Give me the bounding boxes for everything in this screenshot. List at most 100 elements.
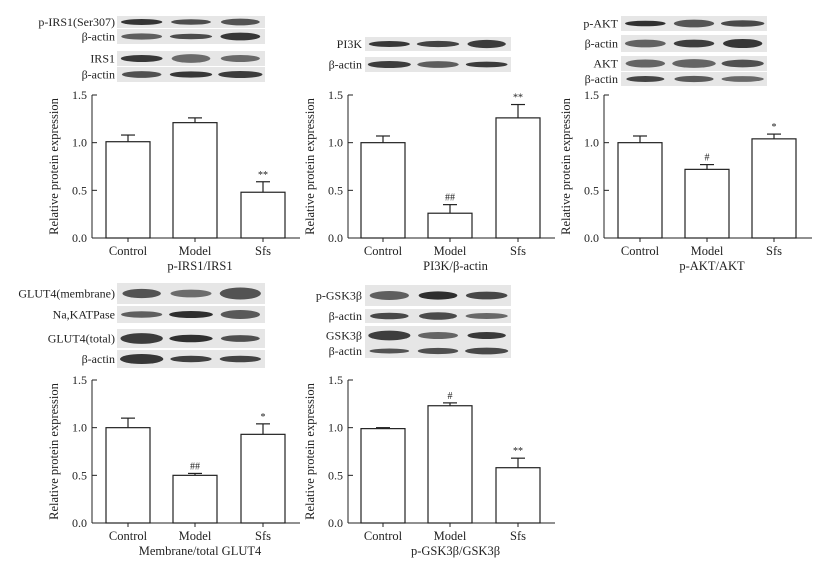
blot-band [674, 75, 714, 83]
blot-label: GSK3β [326, 329, 362, 343]
y-tick-label: 0.0 [328, 516, 343, 530]
blot-label: IRS1 [90, 52, 115, 66]
y-tick-label: 1.5 [72, 373, 87, 387]
blot-band [121, 311, 163, 318]
x-tick-label: Sfs [510, 529, 526, 543]
blot-band [369, 348, 410, 354]
blot-band [626, 75, 665, 83]
blot-band [721, 76, 764, 82]
y-tick-label: 1.5 [584, 88, 599, 102]
blot-band [120, 19, 163, 25]
x-tick-label: Model [434, 529, 467, 543]
y-axis-label: Relative protein expression [47, 382, 61, 520]
significance-mark: # [448, 391, 453, 402]
blot-band [418, 291, 458, 300]
blot-band [721, 59, 764, 68]
bar-control [360, 142, 406, 239]
bar-control [617, 142, 663, 239]
blot-band [121, 71, 162, 78]
significance-mark: ** [513, 446, 523, 457]
y-tick-label: 1.5 [72, 88, 87, 102]
y-tick-label: 0.0 [584, 231, 599, 245]
blot-band [418, 312, 458, 320]
blot-band [416, 40, 460, 48]
x-tick-label: Model [179, 529, 212, 543]
blot-band [720, 20, 765, 27]
blot-band [219, 287, 261, 300]
blot-band [370, 312, 409, 320]
x-tick-label: Sfs [255, 529, 271, 543]
blot-label: p-AKT [583, 17, 618, 31]
bar-sfs [240, 433, 286, 524]
y-tick-label: 1.0 [584, 136, 599, 150]
y-tick-label: 1.0 [328, 421, 343, 435]
y-axis-label: Relative protein expression [559, 97, 573, 235]
blot-band [220, 55, 260, 62]
blot-band [220, 18, 260, 26]
blot-label: β-actin [329, 58, 362, 72]
blot-band [625, 20, 666, 27]
blot-label: GLUT4(membrane) [18, 287, 115, 301]
bar-model [172, 474, 218, 524]
blot-band [673, 19, 715, 28]
x-axis-label: p-IRS1/IRS1 [167, 259, 232, 273]
x-tick-label: Control [621, 244, 660, 258]
y-axis-label: Relative protein expression [47, 97, 61, 235]
significance-mark: * [261, 412, 266, 423]
x-tick-label: Control [109, 529, 148, 543]
bar-control [105, 427, 151, 524]
x-tick-label: Model [691, 244, 724, 258]
chart-panel-1: p-IRS1(Ser307)β-actinIRS1β-actin0.00.51.… [38, 15, 300, 273]
y-tick-label: 0.5 [328, 183, 343, 197]
y-tick-label: 0.0 [72, 516, 87, 530]
blot-band [624, 39, 666, 48]
blot-band [122, 288, 161, 299]
blot-band [169, 334, 213, 343]
y-tick-label: 1.5 [328, 88, 343, 102]
chart-panel-5: p-GSK3ββ-actinGSK3ββ-actin0.00.51.01.5Re… [303, 285, 555, 558]
blot-band [467, 39, 506, 49]
blot-label: β-actin [82, 352, 115, 366]
blot-band [169, 33, 213, 40]
x-axis-label: PI3K/β-actin [423, 259, 488, 273]
y-tick-label: 0.0 [328, 231, 343, 245]
x-axis-label: Membrane/total GLUT4 [139, 544, 262, 558]
bar-control [360, 428, 406, 524]
bar-control [105, 141, 151, 239]
significance-mark: # [705, 153, 710, 164]
blot-label: p-GSK3β [316, 289, 362, 303]
blot-panel: GLUT4(membrane) Na,KATPase GLUT4(total) β-a… [18, 283, 265, 368]
blot-band [120, 54, 163, 63]
blot-label: PI3K [337, 37, 363, 51]
blot-band [465, 291, 508, 300]
y-tick-label: 0.5 [584, 183, 599, 197]
blot-band [171, 54, 211, 63]
chart-panel-3: p-AKTβ-actinAKTβ-actin0.00.51.01.5Relati… [559, 16, 812, 273]
blot-band [170, 355, 212, 363]
y-tick-label: 0.0 [72, 231, 87, 245]
blot-band [672, 59, 716, 68]
x-axis-label: p-GSK3β/GSK3β [411, 544, 500, 558]
blot-band [722, 38, 763, 49]
significance-mark: ** [258, 170, 268, 181]
y-tick-label: 0.5 [72, 183, 87, 197]
x-tick-label: Sfs [766, 244, 782, 258]
x-tick-label: Control [364, 529, 403, 543]
bar-model [427, 212, 473, 239]
chart-panel-4: GLUT4(membrane) Na,KATPase GLUT4(total) β-a… [18, 283, 300, 558]
x-tick-label: Control [109, 244, 148, 258]
blot-band [465, 61, 508, 68]
blot-label: β-actin [329, 344, 362, 358]
significance-mark: * [772, 122, 777, 133]
significance-mark: ** [513, 93, 523, 104]
blot-label: AKT [593, 57, 618, 71]
y-tick-label: 1.0 [72, 421, 87, 435]
blot-label: β-actin [585, 72, 618, 86]
blot-band [171, 19, 211, 25]
blot-panel: PI3K β-actin [329, 37, 511, 72]
blot-band [465, 347, 509, 355]
blot-band [170, 289, 212, 298]
y-tick-label: 0.5 [328, 468, 343, 482]
blot-band [220, 310, 261, 319]
